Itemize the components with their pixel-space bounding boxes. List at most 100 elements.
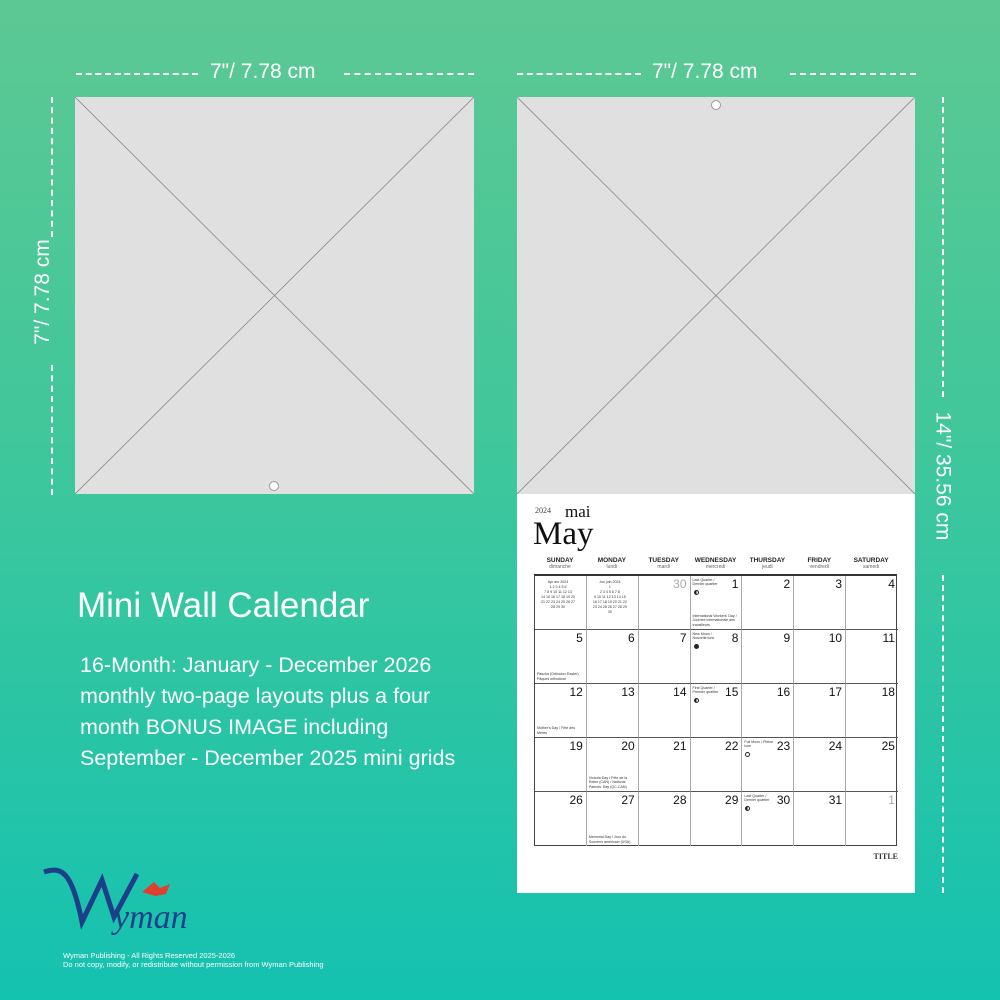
day-number: 14 (673, 685, 687, 699)
mini-calendar-title: Apr avr 2024 (547, 580, 569, 584)
day-cell[interactable]: 28 (639, 792, 691, 846)
day-name-french: samedi (863, 564, 880, 570)
day-name: SATURDAY (853, 557, 889, 564)
day-number: 23 (776, 739, 791, 753)
day-header: WEDNESDAY mercredi (690, 557, 742, 570)
day-cell[interactable]: 19 (535, 738, 587, 792)
day-name: WEDNESDAY (694, 557, 737, 564)
month-english: May (533, 516, 594, 552)
page-title-label: TITLE (873, 852, 898, 861)
day-number: 9 (783, 631, 791, 645)
dimension-line (517, 73, 641, 75)
day-cell[interactable]: 1 (846, 792, 898, 846)
day-cell[interactable]: 5 Pascha (Orthodox Easter) Pâques orthodo… (535, 630, 587, 684)
day-cell[interactable]: 21 (638, 738, 691, 792)
dimension-line (51, 365, 53, 495)
day-number: 19 (569, 739, 583, 753)
day-header: TUESDAY mardi (638, 557, 690, 570)
product-description: 16-Month: January - December 2026 monthl… (80, 653, 456, 770)
right-height-label: 14"/ 35.56 cm (931, 411, 955, 541)
moon-phase-note: First Quarter / Premier quartier (692, 686, 719, 695)
holiday-note: Memorial Day / Jour du Souvenir américai… (588, 835, 631, 844)
day-header: FRIDAY vendredi (793, 557, 845, 570)
calendar-page: 2024 mai May TITLE (517, 494, 915, 893)
day-cell[interactable]: 7 (638, 630, 691, 684)
day-name: THURSDAY (749, 557, 786, 564)
day-number: 3 (835, 577, 843, 591)
day-number: 31 (828, 793, 843, 807)
moon-phase-icon (693, 590, 699, 595)
day-cell[interactable]: 3 (794, 576, 847, 630)
day-cell[interactable]: 20 Victoria Day / Fête de la Reine (CAN) … (586, 738, 639, 792)
day-cell[interactable]: 16 (742, 684, 795, 738)
moon-phase-note: Last Quarter / Dernier quartier (744, 794, 770, 803)
day-number: 1 (888, 793, 895, 807)
day-number: 5 (576, 631, 583, 645)
day-cell[interactable]: 18 (846, 684, 898, 738)
mini-calendar-week: 30 (607, 610, 612, 614)
day-number: 26 (569, 793, 583, 807)
right-width-label: 7"/ 7.78 cm (652, 60, 758, 83)
day-number: 27 (621, 793, 635, 807)
day-number: 7 (679, 631, 687, 645)
day-header: SATURDAY samedi (845, 557, 897, 570)
day-cell[interactable]: 8 New Moon / Nouvelle lune (690, 630, 743, 684)
day-number: 22 (725, 739, 739, 753)
day-number: 30 (776, 793, 791, 807)
day-cell[interactable]: 31 (794, 792, 847, 846)
day-cell[interactable]: 4 (846, 576, 898, 630)
mini-calendar-week: 21 22 23 24 25 26 27 (541, 600, 575, 604)
day-cell[interactable]: 30 Last Quarter / Dernier quartier (742, 792, 795, 846)
day-number: 17 (828, 685, 843, 699)
day-cell[interactable]: 2 (742, 576, 795, 630)
day-cell[interactable]: 29 (691, 792, 743, 846)
mini-calendar-week: 28 29 30 (551, 605, 565, 609)
day-cell[interactable]: 11 (846, 630, 898, 684)
holiday-note: International Workers' Day / Journée int… (692, 613, 737, 627)
day-cell[interactable]: 15 First Quarter / Premier quartier (690, 684, 743, 738)
day-number: 4 (888, 577, 895, 591)
day-header: MONDAY lundi (586, 557, 638, 570)
day-cell[interactable]: 23 Full Moon / Pleine lune (742, 738, 795, 792)
day-cell[interactable]: 6 (586, 630, 639, 684)
day-name-french: vendredi (809, 564, 829, 570)
wyman-logo: yman (42, 862, 222, 942)
day-cell[interactable]: 10 (794, 630, 847, 684)
image-placeholder-right (517, 97, 915, 494)
day-cell[interactable]: 25 (846, 738, 898, 792)
mini-calendar-week: 2 3 4 5 6 7 8 (599, 590, 620, 594)
day-cell[interactable]: 24 (794, 738, 847, 792)
day-cell[interactable]: 30 (638, 576, 691, 630)
day-cell[interactable]: 13 (586, 684, 639, 738)
moon-phase-icon (745, 806, 751, 811)
mini-calendar-week: 1 (608, 585, 611, 589)
day-cell[interactable]: 1 Last Quarter / Dernier quartier Internat… (690, 576, 743, 630)
day-number: 11 (882, 631, 895, 645)
day-number: 28 (673, 793, 687, 807)
calendar-year: 2024 (535, 506, 551, 515)
dimension-line (51, 97, 53, 237)
dimension-line (942, 97, 944, 397)
day-cell[interactable]: 27 Memorial Day / Jour du Souvenir améric… (587, 792, 639, 846)
day-cell[interactable]: 26 (535, 792, 587, 846)
day-cell[interactable]: 12 Mother's Day / Fête des Mères (535, 684, 587, 738)
day-cell[interactable]: 22 (690, 738, 743, 792)
day-name-french: dimanche (549, 564, 571, 570)
day-number: 25 (881, 739, 895, 753)
product-title: Mini Wall Calendar (77, 586, 370, 625)
day-cell[interactable]: 14 (638, 684, 691, 738)
left-width-label: 7"/ 7.78 cm (210, 60, 316, 83)
copyright: Wyman Publishing - All Rights Reserved 2… (63, 951, 324, 969)
holiday-note: Mother's Day / Fête des Mères (537, 726, 576, 735)
moon-phase-note: Last Quarter / Dernier quartier (692, 578, 718, 587)
day-cell[interactable]: 17 (794, 684, 847, 738)
mini-calendar-week: 23 24 25 26 27 28 29 (592, 605, 627, 609)
day-cell[interactable]: 9 (742, 630, 795, 684)
month-french: mai (565, 502, 591, 521)
day-name-french: mercredi (705, 564, 726, 570)
day-name-french: jeudi (762, 564, 773, 570)
mini-calendar-week: 9 10 11 12 13 14 15 (593, 595, 626, 599)
copyright-line-2: Do not copy, modify, or redistribute wit… (63, 959, 324, 969)
